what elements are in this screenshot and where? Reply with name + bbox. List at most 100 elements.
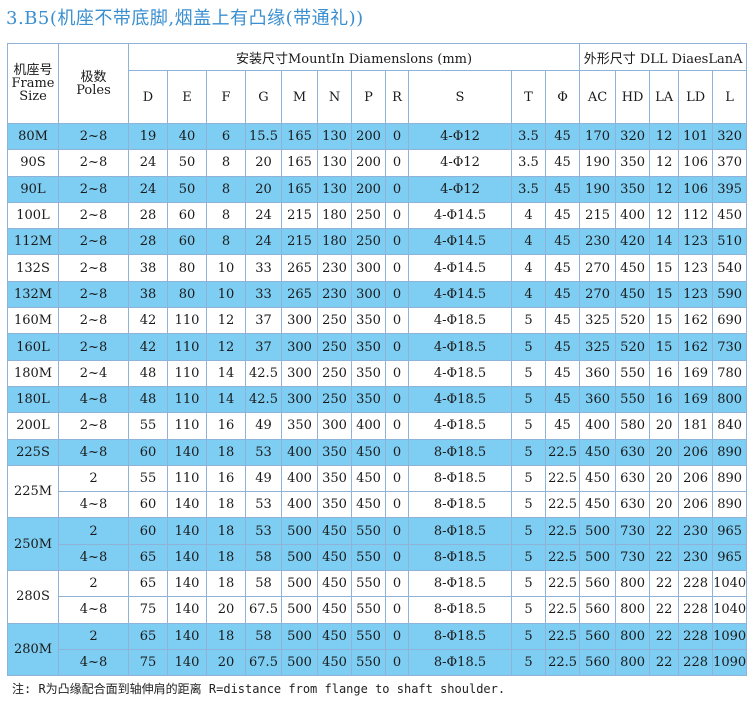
value-cell-G: 49 — [245, 464, 282, 493]
value-cell-LD: 228 — [678, 622, 714, 650]
value-cell-N: 180 — [317, 201, 352, 230]
value-cell-LA: 15 — [649, 307, 680, 335]
value-cell-M: 400 — [281, 438, 318, 466]
column-header: L — [712, 70, 748, 124]
value-cell-D: 65 — [128, 570, 168, 598]
column-header: F — [206, 70, 246, 124]
value-cell-S: 8-Φ18.5 — [408, 596, 512, 624]
value-cell-F: 10 — [206, 280, 246, 309]
value-cell-E: 140 — [167, 543, 207, 572]
value-cell-P: 350 — [351, 359, 386, 387]
value-cell-LD: 169 — [678, 385, 714, 414]
value-cell-G: 33 — [245, 254, 282, 282]
value-cell-F: 8 — [206, 175, 246, 203]
value-cell-D: 28 — [128, 228, 168, 256]
value-cell-LA: 22 — [649, 622, 680, 650]
frame-cell: 225S — [7, 438, 59, 466]
frame-cell: 250M — [7, 517, 59, 572]
footnote: 注: R为凸缘配合面到轴伸肩的距离 R=distance from flange… — [12, 682, 506, 696]
value-cell-D: 75 — [128, 596, 168, 624]
value-cell-D: 55 — [128, 464, 168, 493]
value-cell-P: 550 — [351, 517, 386, 545]
value-cell-L: 320 — [712, 122, 748, 151]
value-cell-M: 165 — [281, 175, 318, 203]
table-row: 225M 2 55 110 16 49 400 350 450 0 8-Φ18.5 5 22.5 450 6… — [7, 464, 748, 519]
value-cell-R: 0 — [385, 543, 409, 572]
value-cell-S: 8-Φ18.5 — [408, 570, 512, 598]
value-cell-LD: 162 — [678, 307, 714, 335]
value-cell-S: 4-Φ12 — [408, 149, 512, 177]
value-cell-LD: 206 — [678, 438, 714, 466]
value-cell-HD: 800 — [615, 570, 651, 598]
value-cell-Φ: 22.5 — [544, 622, 581, 650]
value-cell-LA: 22 — [649, 543, 680, 572]
value-cell-N: 180 — [317, 228, 352, 256]
value-cell-P: 350 — [351, 385, 386, 414]
column-header: G — [245, 70, 282, 124]
value-cell-S: 4-Φ18.5 — [408, 385, 512, 414]
poles-header: 极数 Poles — [58, 43, 129, 124]
value-cell-G: 67.5 — [245, 596, 282, 624]
value-cell-E: 140 — [167, 622, 207, 650]
value-cell-L: 450 — [712, 201, 748, 230]
value-cell-AC: 560 — [579, 648, 617, 677]
value-cell-R: 0 — [385, 280, 409, 309]
value-cell-S: 4-Φ14.5 — [408, 201, 512, 230]
value-cell-F: 18 — [206, 543, 246, 572]
value-cell-S: 8-Φ18.5 — [408, 491, 512, 519]
value-cell-S: 8-Φ18.5 — [408, 438, 512, 466]
value-cell-D: 48 — [128, 359, 168, 387]
value-cell-AC: 400 — [579, 412, 617, 440]
value-cell-T: 5 — [511, 385, 546, 414]
value-cell-Φ: 45 — [544, 201, 581, 230]
value-cell-R: 0 — [385, 491, 409, 519]
value-cell-S: 4-Φ12 — [408, 175, 512, 203]
value-cell-L: 840 — [712, 412, 748, 440]
value-cell-N: 130 — [317, 175, 352, 203]
table-row: 225S 4~8 60 140 18 53 400 350 450 0 8-Φ18.5 5 22.5 45… — [7, 438, 748, 466]
table-row: 90L 2~8 24 50 8 20 165 130 200 0 4-Φ12 3.5 45 190 350 1… — [7, 175, 748, 203]
poles-cell: 2~8 — [58, 333, 129, 361]
value-cell-N: 130 — [317, 122, 352, 151]
value-cell-N: 450 — [317, 648, 352, 677]
frame-cell: 160L — [7, 333, 59, 361]
value-cell-N: 230 — [317, 254, 352, 282]
value-cell-N: 350 — [317, 464, 352, 493]
table-row: 4~8 60 140 18 53 400 350 450 0 8-Φ18.5 5 22.5 450 630… — [8, 491, 748, 519]
value-cell-AC: 560 — [579, 622, 617, 650]
value-cell-G: 24 — [245, 201, 282, 230]
value-cell-G: 67.5 — [245, 648, 282, 677]
value-cell-Φ: 45 — [544, 385, 581, 414]
value-cell-N: 250 — [317, 307, 352, 335]
value-cell-E: 110 — [167, 359, 207, 387]
value-cell-P: 350 — [351, 333, 386, 361]
value-cell-M: 300 — [281, 333, 318, 361]
poles-cell: 2~8 — [58, 412, 129, 440]
value-cell-E: 80 — [167, 280, 207, 309]
value-cell-AC: 270 — [579, 254, 617, 282]
value-cell-N: 450 — [317, 622, 352, 650]
value-cell-Φ: 22.5 — [544, 517, 581, 545]
value-cell-HD: 630 — [615, 491, 651, 519]
value-cell-N: 350 — [317, 438, 352, 466]
value-cell-LA: 20 — [649, 438, 680, 466]
value-cell-D: 38 — [128, 254, 168, 282]
value-cell-AC: 215 — [579, 201, 617, 230]
value-cell-LD: 206 — [678, 464, 714, 493]
value-cell-N: 350 — [317, 491, 352, 519]
value-cell-F: 8 — [206, 149, 246, 177]
value-cell-M: 300 — [281, 307, 318, 335]
value-cell-L: 590 — [712, 280, 748, 309]
value-cell-D: 48 — [128, 385, 168, 414]
value-cell-LD: 162 — [678, 333, 714, 361]
value-cell-S: 4-Φ14.5 — [408, 254, 512, 282]
value-cell-L: 800 — [712, 385, 748, 414]
value-cell-M: 165 — [281, 122, 318, 151]
value-cell-LD: 230 — [678, 543, 714, 572]
value-cell-Φ: 45 — [544, 280, 581, 309]
value-cell-P: 200 — [351, 122, 386, 151]
value-cell-LD: 106 — [678, 149, 714, 177]
frame-cell: 100L — [7, 201, 59, 230]
value-cell-T: 5 — [511, 438, 546, 466]
value-cell-E: 140 — [167, 570, 207, 598]
